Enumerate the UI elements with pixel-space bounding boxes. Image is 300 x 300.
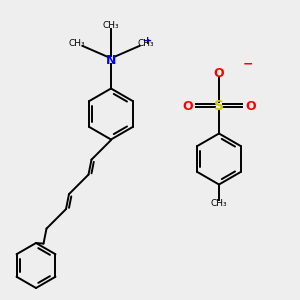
Text: CH₃: CH₃ (103, 21, 119, 30)
Text: −: − (242, 58, 253, 71)
Text: O: O (214, 67, 224, 80)
Text: O: O (182, 100, 193, 113)
Text: O: O (245, 100, 256, 113)
Text: N: N (106, 53, 116, 67)
Text: CH₃: CH₃ (68, 39, 85, 48)
Text: +: + (142, 35, 152, 46)
Text: CH₃: CH₃ (137, 39, 154, 48)
Text: S: S (214, 100, 224, 113)
Text: CH₃: CH₃ (211, 200, 227, 208)
